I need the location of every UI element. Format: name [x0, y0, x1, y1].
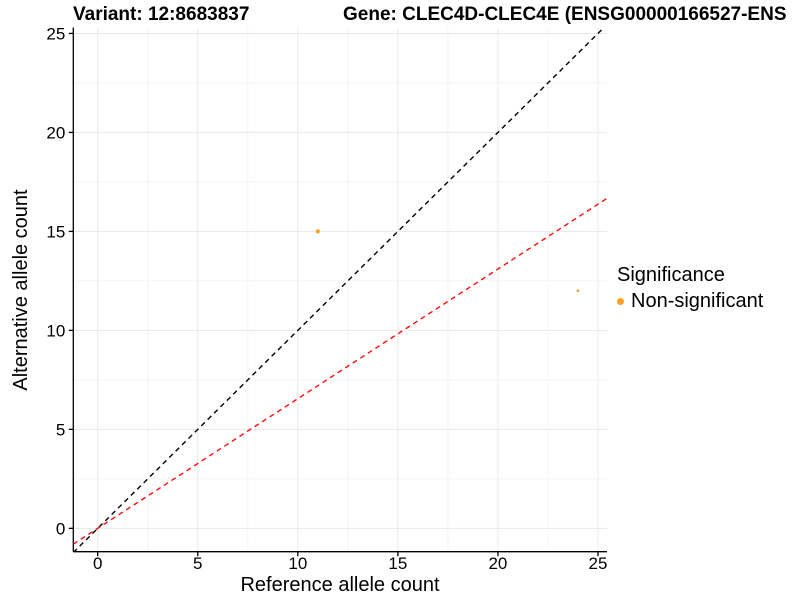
x-tick-label: 10: [288, 554, 307, 573]
y-axis-title: Alternative allele count: [10, 189, 32, 391]
expected-ratio-line: [73, 197, 608, 545]
y-tick-label: 5: [56, 420, 65, 439]
data-point: [576, 289, 580, 293]
x-tick-label: 25: [589, 554, 608, 573]
y-tick-label: 15: [46, 222, 65, 241]
variant-title: Variant: 12:8683837: [73, 4, 250, 25]
y-tick-label: 20: [46, 123, 65, 142]
legend-title: Significance: [617, 264, 725, 286]
legend-item: Non-significant: [617, 290, 763, 313]
legend-point-icon: [617, 298, 624, 305]
y-tick-label: 10: [46, 321, 65, 340]
x-tick-label: 5: [193, 554, 202, 573]
legend-item-label: Non-significant: [631, 290, 764, 312]
x-tick-label: 15: [388, 554, 407, 573]
identity-line: [73, 27, 605, 552]
x-tick-label: 0: [93, 554, 102, 573]
legend: Significance Non-significant: [617, 264, 763, 313]
y-tick-label: 0: [56, 519, 65, 538]
y-tick-label: 25: [46, 24, 65, 43]
x-tick-label: 20: [488, 554, 507, 573]
x-axis-title: Reference allele count: [240, 574, 440, 596]
gene-title: Gene: CLEC4D-CLEC4E (ENSG00000166527-ENS: [343, 4, 787, 25]
data-point: [315, 229, 320, 234]
